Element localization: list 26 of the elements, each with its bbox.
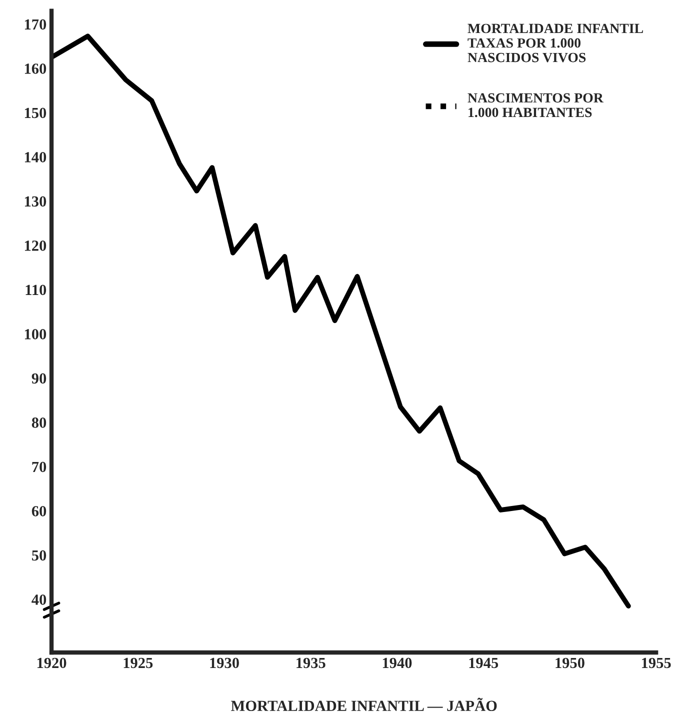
legend-label: NASCIMENTOS POR 1.000 HABITANTES [468, 93, 604, 118]
y-tick-label: 70 [32, 462, 46, 472]
x-tick-label: 1930 [210, 658, 239, 668]
y-tick-label: 110 [26, 284, 46, 296]
y-tick-label: 60 [32, 506, 46, 516]
x-tick-label: 1940 [382, 658, 412, 668]
y-tick-label: 120 [24, 240, 46, 251]
text: MORTALIDADE INFANTIL — JAPÃO [231, 698, 497, 712]
y-tick-label: 130 [24, 196, 46, 207]
line-series [52, 34, 631, 608]
y-tick-label: 170 [24, 19, 46, 30]
y-tick-label: 150 [24, 108, 46, 118]
y-tick-label: 80 [32, 418, 46, 428]
y-tick-label: 140 [24, 152, 46, 162]
legend-label: MORTALIDADE INFANTIL TAXAS POR 1.000 NASCIDOS VIVOS [468, 24, 643, 62]
y-tick-label: 40 [32, 594, 46, 605]
y-tick-label: 50 [32, 550, 46, 561]
y-tick-label: 160 [24, 64, 46, 74]
x-tick-label: 1935 [296, 658, 326, 668]
x-tick-label: 1945 [469, 658, 498, 668]
y-tick-label: 100 [24, 329, 46, 340]
x-tick-label: 1955 [642, 658, 671, 668]
x-tick-label: 1920 [37, 658, 66, 668]
y-tick-label: 90 [32, 373, 46, 384]
x-tick-label: 1925 [124, 658, 153, 668]
x-tick-label: 1950 [556, 658, 584, 668]
